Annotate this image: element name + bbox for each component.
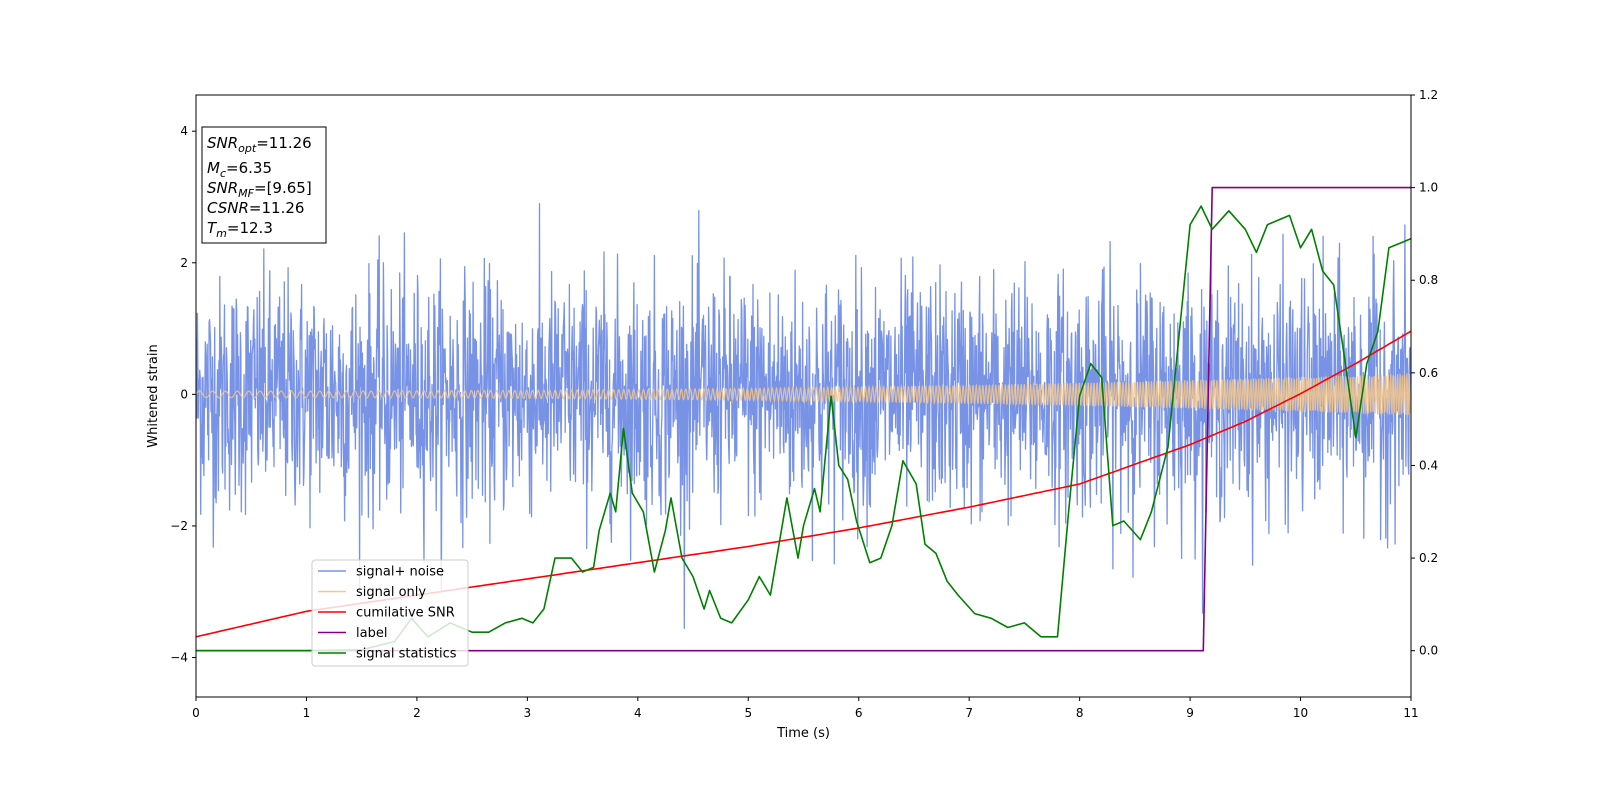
x-tick-label-11: 11 [1403, 706, 1418, 720]
y2-tick-label-6: 1.2 [1419, 88, 1438, 102]
x-tick-label-4: 4 [634, 706, 642, 720]
y2-tick-label-1: 0.2 [1419, 551, 1438, 565]
y2-tick-label-2: 0.4 [1419, 458, 1438, 472]
series-label [196, 186, 1411, 652]
info-snr-opt: SNRopt=11.26 [207, 134, 312, 155]
plot-frame [195, 94, 1412, 698]
legend-label-4: signal statistics [356, 647, 457, 662]
y2-tick-label-3: 0.6 [1419, 366, 1438, 380]
legend-label-1: signal only [356, 585, 426, 600]
y-tick-label-0: −4 [170, 651, 188, 665]
y2-tick-label-4: 0.8 [1419, 273, 1438, 287]
info-box: SNRopt=11.26 Mc=6.35 SNRMF=[9.65] CSNR=1… [201, 126, 327, 244]
y-axis-label: Whitened strain [146, 344, 161, 447]
y2-tick-label-0: 0.0 [1419, 644, 1438, 658]
legend-label-3: label [356, 626, 387, 641]
x-tick-label-5: 5 [744, 706, 752, 720]
x-tick-label-2: 2 [413, 706, 421, 720]
x-tick-label-7: 7 [965, 706, 973, 720]
series-signal-statistics [196, 205, 1411, 652]
legend: signal+ noise signal only cumilative SNR la… [311, 559, 469, 667]
y-tick-label-3: 2 [180, 256, 188, 270]
legend-frame [311, 559, 469, 667]
info-box-frame [201, 126, 327, 244]
y-tick-label-1: −2 [170, 519, 188, 533]
x-tick-label-6: 6 [855, 706, 863, 720]
legend-label-2: cumilative SNR [356, 606, 455, 621]
axis-layer: 0 1 2 3 4 5 6 7 8 9 10 11 −4 −2 0 2 4 0.0 0.2 0.4 0.6 0.8 1.0 1… [170, 88, 1438, 720]
x-tick-label-0: 0 [192, 706, 200, 720]
x-tick-label-1: 1 [303, 706, 311, 720]
y2-tick-label-5: 1.0 [1419, 181, 1438, 195]
y-tick-label-2: 0 [180, 387, 188, 401]
info-snr-mf: SNRMF=[9.65] [207, 179, 312, 200]
x-tick-label-8: 8 [1076, 706, 1084, 720]
info-mc: Mc=6.35 [207, 159, 272, 180]
x-axis-label: Time (s) [776, 726, 830, 741]
info-csnr: CSNR=11.26 [207, 199, 304, 217]
x-tick-label-10: 10 [1293, 706, 1308, 720]
legend-entries: signal+ noise signal only cumilative SNR la… [318, 565, 457, 662]
x-tick-label-3: 3 [524, 706, 532, 720]
x-tick-label-9: 9 [1186, 706, 1194, 720]
info-tm: Tm=12.3 [207, 219, 273, 240]
y-tick-label-4: 4 [180, 124, 188, 138]
legend-label-0: signal+ noise [356, 565, 444, 580]
